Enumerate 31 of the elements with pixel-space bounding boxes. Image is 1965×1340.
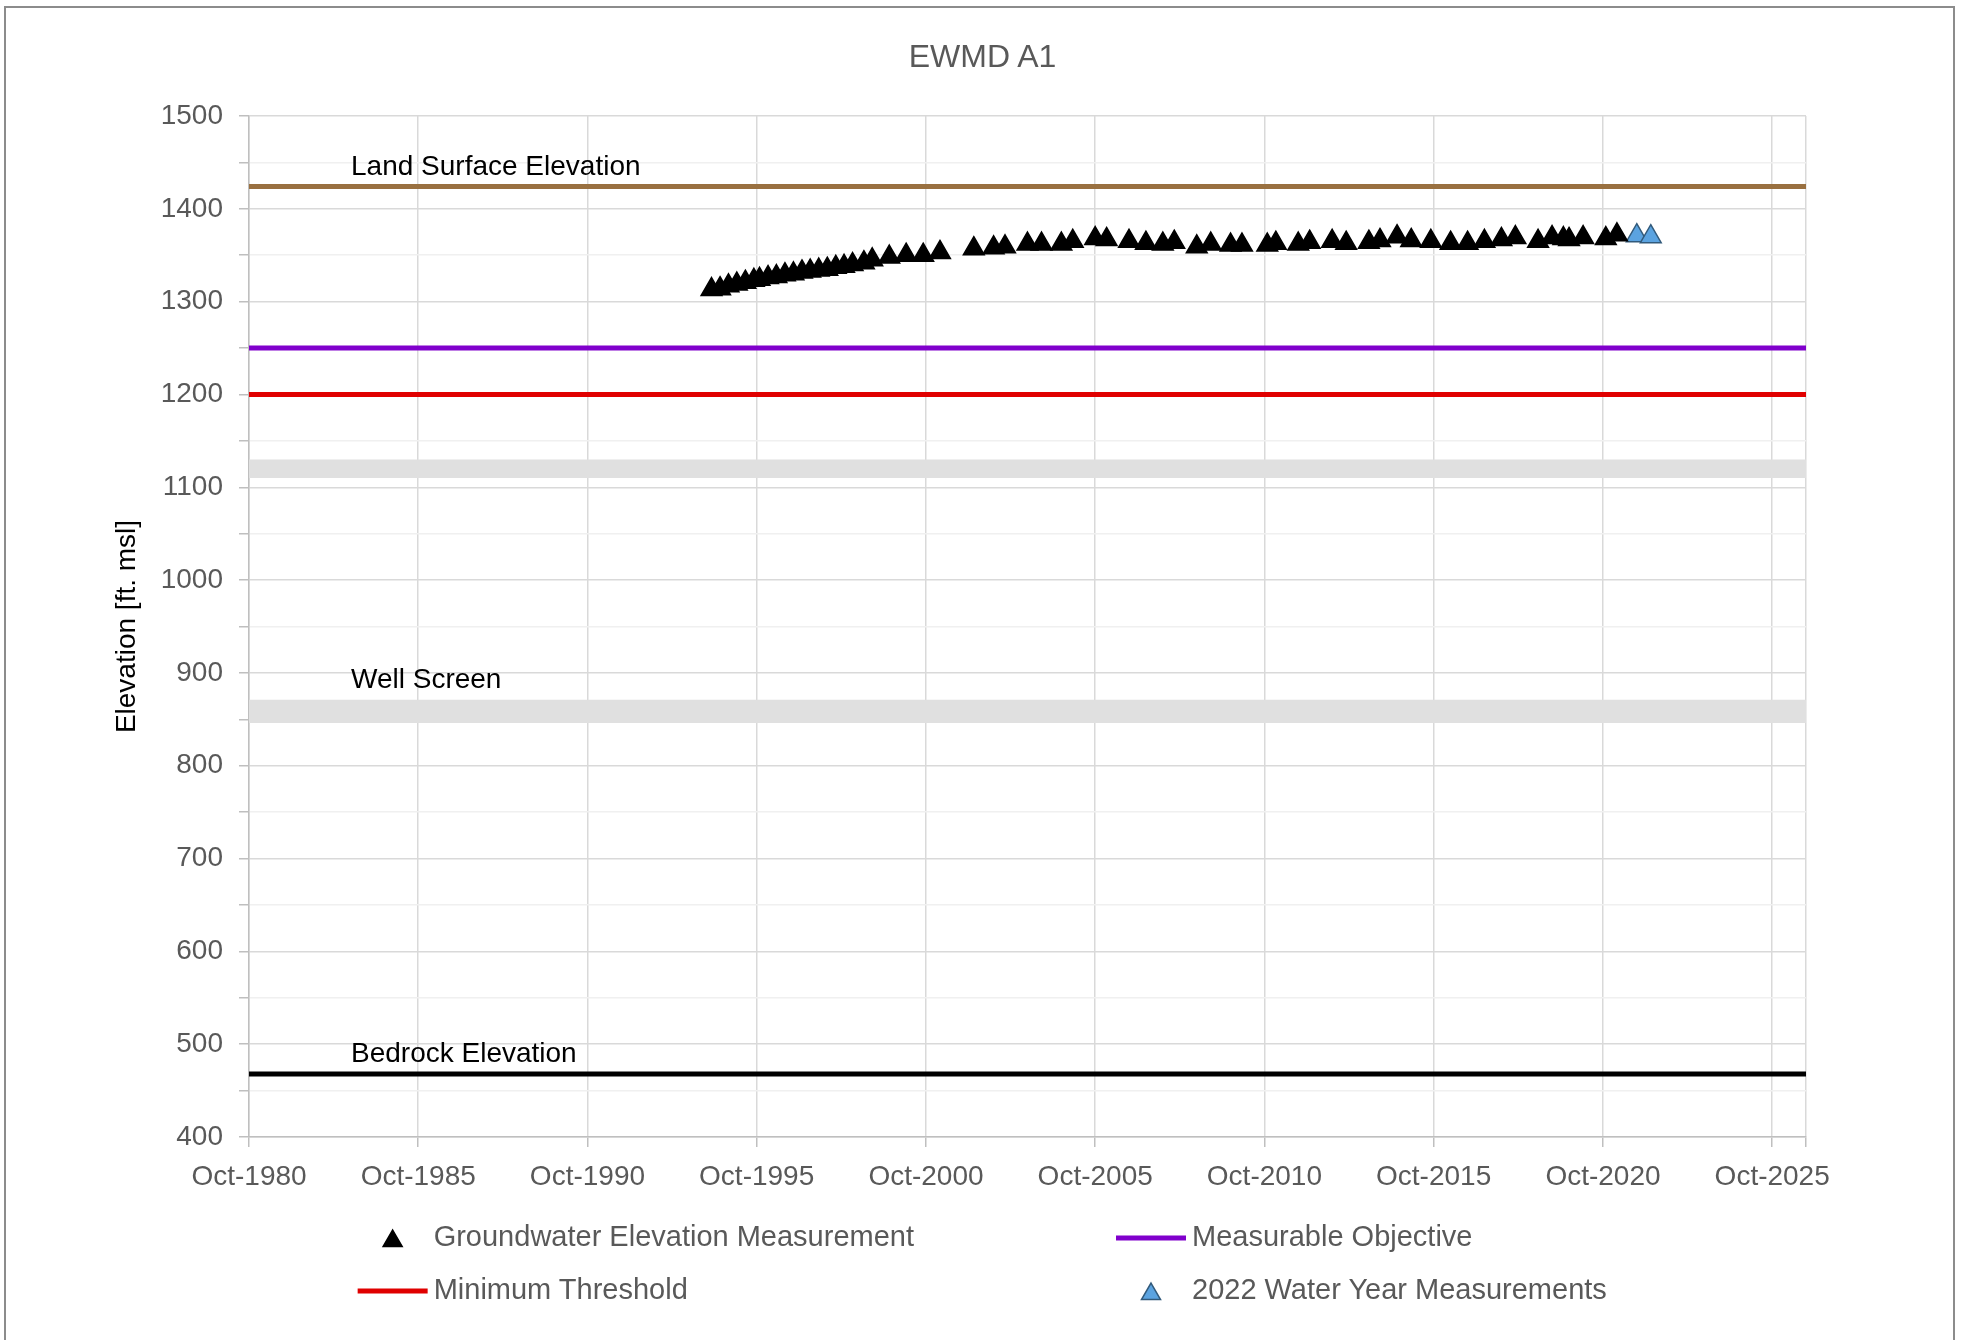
y-tick-label: 900 (176, 655, 223, 687)
y-tick-label: 1500 (160, 98, 223, 130)
y-tick-label: 500 (176, 1026, 223, 1058)
x-tick-label: Oct-2015 (1376, 1159, 1492, 1191)
ref-line-label: Land Surface Elevation (351, 149, 641, 181)
y-tick-label: 1200 (160, 377, 223, 409)
x-tick-label: Oct-2010 (1206, 1159, 1322, 1191)
x-tick-label: Oct-1990 (529, 1159, 646, 1191)
y-tick-label: 600 (176, 934, 223, 966)
x-tick-label: Oct-2020 (1545, 1159, 1661, 1191)
legend-label: 2022 Water Year Measurements (1192, 1273, 1607, 1305)
x-tick-label: Oct-2025 (1714, 1159, 1830, 1191)
band-label: Well Screen (351, 662, 502, 694)
y-tick-label: 1300 (160, 284, 223, 316)
ref-line-label: Bedrock Elevation (351, 1036, 577, 1068)
legend-label: Measurable Objective (1192, 1220, 1473, 1252)
y-axis-title: Elevation [ft. msl] (109, 519, 141, 734)
x-tick-label: Oct-1985 (360, 1159, 476, 1191)
y-tick-label: 800 (176, 748, 223, 780)
chart-title: EWMD A1 (908, 37, 1057, 74)
y-tick-label: 1100 (162, 469, 223, 501)
y-tick-label: 1400 (160, 191, 223, 223)
y-tick-label: 400 (176, 1119, 223, 1151)
x-tick-label: Oct-2005 (1037, 1159, 1153, 1191)
x-tick-label: Oct-2000 (868, 1159, 984, 1191)
y-tick-label: 700 (176, 841, 223, 873)
y-tick-label: 1000 (160, 562, 223, 594)
x-tick-label: Oct-1995 (699, 1159, 815, 1191)
legend-label: Minimum Threshold (433, 1273, 688, 1305)
legend-label: Groundwater Elevation Measurement (433, 1220, 915, 1252)
x-tick-label: Oct-1980 (191, 1159, 307, 1191)
